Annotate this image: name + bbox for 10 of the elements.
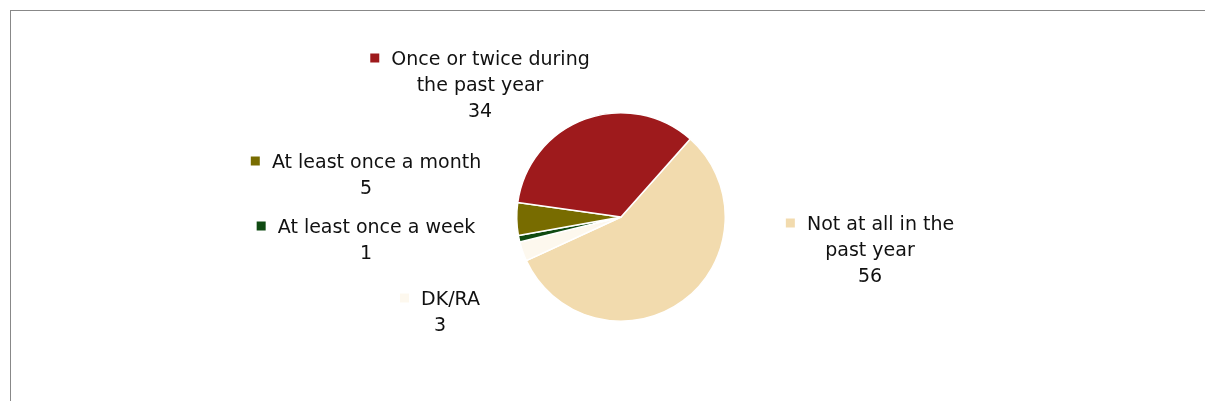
legend-label: At least once a month [271,150,482,172]
legend-label: At least once a week [277,215,476,237]
data-label: 3 [433,313,447,335]
legend-label: DK/RA [421,287,480,309]
data-label: 1 [359,241,373,263]
data-label: 5 [359,176,373,198]
data-label: 34 [467,99,493,121]
data-label: 56 [857,264,883,286]
legend-label: Once or twice during the past year [391,47,590,95]
legend-label: Not at all in the past year [806,212,955,260]
